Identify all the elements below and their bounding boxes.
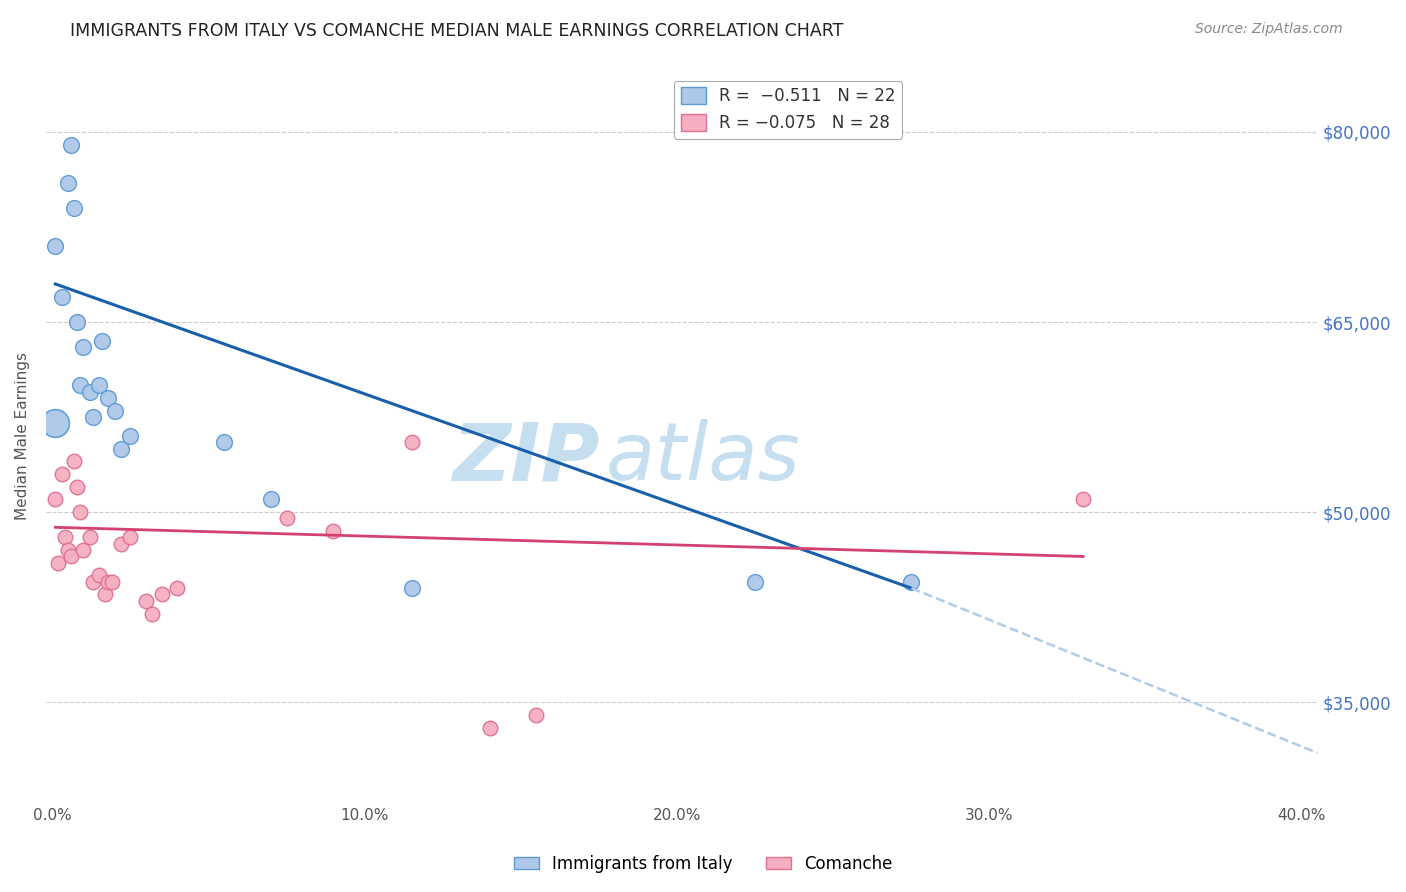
Point xyxy=(66,480,89,494)
Point xyxy=(104,403,127,417)
Point xyxy=(401,581,423,595)
Point xyxy=(97,391,120,405)
Point xyxy=(51,290,73,304)
Point xyxy=(150,587,173,601)
Point xyxy=(900,574,922,589)
Point xyxy=(72,543,94,558)
Point xyxy=(141,607,163,621)
Point xyxy=(322,524,344,538)
Point xyxy=(110,537,132,551)
Point xyxy=(44,417,66,431)
Point xyxy=(59,137,82,152)
Y-axis label: Median Male Earnings: Median Male Earnings xyxy=(15,352,30,520)
Point xyxy=(44,239,66,253)
Point xyxy=(53,531,76,545)
Point xyxy=(120,429,142,443)
Point xyxy=(51,467,73,481)
Point xyxy=(212,435,235,450)
Point xyxy=(1071,492,1094,507)
Text: Source: ZipAtlas.com: Source: ZipAtlas.com xyxy=(1195,22,1343,37)
Point xyxy=(166,581,188,595)
Text: ZIP: ZIP xyxy=(451,419,599,497)
Point xyxy=(59,549,82,564)
Point xyxy=(87,568,110,582)
Point xyxy=(91,334,114,348)
Point xyxy=(72,340,94,354)
Point xyxy=(110,442,132,456)
Point xyxy=(56,543,79,558)
Point xyxy=(82,410,104,425)
Point xyxy=(69,378,91,392)
Point xyxy=(260,492,283,507)
Point xyxy=(63,201,86,215)
Point xyxy=(44,492,66,507)
Text: atlas: atlas xyxy=(606,419,800,497)
Point xyxy=(135,594,157,608)
Point xyxy=(401,435,423,450)
Point xyxy=(79,384,101,399)
Point xyxy=(100,574,122,589)
Point xyxy=(120,531,142,545)
Point xyxy=(87,378,110,392)
Point xyxy=(478,721,501,735)
Point xyxy=(66,315,89,329)
Point xyxy=(48,556,70,570)
Point xyxy=(63,454,86,468)
Point xyxy=(276,511,298,525)
Text: IMMIGRANTS FROM ITALY VS COMANCHE MEDIAN MALE EARNINGS CORRELATION CHART: IMMIGRANTS FROM ITALY VS COMANCHE MEDIAN… xyxy=(70,22,844,40)
Point xyxy=(69,505,91,519)
Legend: R =  −0.511   N = 22, R = −0.075   N = 28: R = −0.511 N = 22, R = −0.075 N = 28 xyxy=(673,80,903,138)
Point xyxy=(56,176,79,190)
Point xyxy=(82,574,104,589)
Point xyxy=(97,574,120,589)
Point xyxy=(744,574,766,589)
Legend: Immigrants from Italy, Comanche: Immigrants from Italy, Comanche xyxy=(508,848,898,880)
Point xyxy=(526,707,548,722)
Point xyxy=(79,531,101,545)
Point xyxy=(94,587,117,601)
